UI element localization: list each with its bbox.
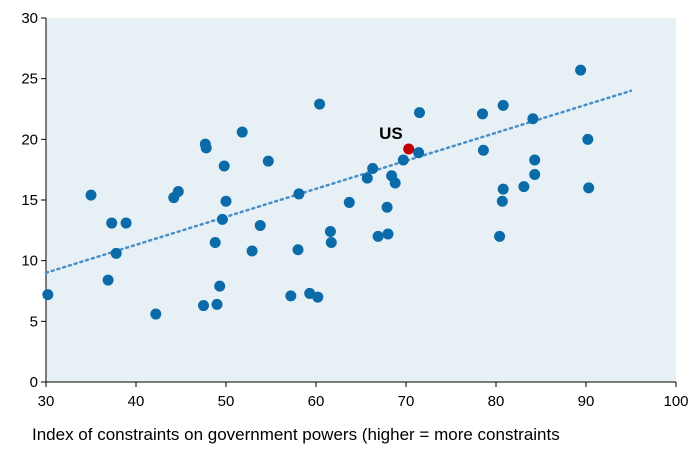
x-tick-label: 60: [308, 393, 325, 410]
data-point: [582, 133, 594, 145]
data-point: [497, 183, 509, 195]
data-point: [477, 144, 489, 156]
data-point: [382, 228, 394, 240]
y-tick-label: 5: [30, 313, 38, 330]
data-point: [293, 188, 305, 200]
data-point: [110, 247, 122, 259]
data-point: [209, 236, 221, 248]
data-point: [292, 244, 304, 256]
data-point: [285, 290, 297, 302]
y-tick-label: 20: [21, 131, 38, 148]
data-point: [236, 126, 248, 138]
data-point: [497, 99, 509, 111]
data-points: [42, 64, 595, 320]
x-tick-label: 90: [578, 393, 595, 410]
data-point: [220, 195, 232, 207]
x-tick-label: 40: [128, 393, 145, 410]
data-point: [496, 195, 508, 207]
data-point: [218, 160, 230, 172]
data-point: [527, 113, 539, 125]
data-point: [211, 298, 223, 310]
data-point: [85, 189, 97, 201]
data-point: [214, 280, 226, 292]
data-point: [343, 196, 355, 208]
data-point: [372, 230, 384, 242]
y-tick-label: 15: [21, 192, 38, 209]
x-tick-label: 30: [38, 393, 55, 410]
y-tick-label: 10: [21, 253, 38, 270]
data-point: [324, 226, 336, 238]
highlight-label-us: US: [379, 124, 403, 143]
data-point: [529, 154, 541, 166]
y-tick-label: 30: [21, 10, 38, 27]
data-point: [314, 98, 326, 110]
x-tick-label: 70: [398, 393, 415, 410]
data-point: [583, 182, 595, 194]
data-point: [106, 217, 118, 229]
x-tick-label: 50: [218, 393, 235, 410]
data-point: [529, 169, 541, 181]
data-point: [325, 236, 337, 248]
data-point: [518, 181, 530, 193]
x-axis-title: Index of constraints on government power…: [32, 425, 560, 444]
data-point: [397, 154, 409, 166]
y-axis-ticks: 0 5 10 15 20 25 30: [21, 10, 46, 391]
data-point: [216, 213, 228, 225]
data-point: [367, 162, 379, 174]
plot-background: [46, 18, 676, 382]
data-point: [254, 219, 266, 231]
data-point: [381, 201, 393, 213]
x-tick-label: 100: [663, 393, 688, 410]
data-point: [172, 186, 184, 198]
data-point: [414, 107, 425, 119]
data-point: [477, 108, 488, 120]
data-point: [262, 155, 274, 167]
data-point: [246, 245, 258, 257]
data-point: [120, 217, 132, 229]
data-point: [413, 147, 425, 159]
highlight-point-us: [403, 143, 415, 155]
data-point: [150, 308, 162, 320]
data-point: [200, 142, 212, 154]
data-point: [198, 300, 209, 312]
x-tick-label: 80: [488, 393, 505, 410]
x-axis-ticks: 30 40 50 60 70 80 90 100: [38, 382, 689, 410]
data-point: [312, 291, 324, 303]
data-point: [361, 172, 373, 184]
data-point: [575, 64, 587, 76]
data-point: [494, 230, 506, 242]
data-point: [42, 289, 54, 301]
data-point: [102, 274, 114, 286]
y-tick-label: 0: [30, 374, 38, 391]
data-point: [389, 177, 401, 189]
y-tick-label: 25: [21, 71, 38, 88]
